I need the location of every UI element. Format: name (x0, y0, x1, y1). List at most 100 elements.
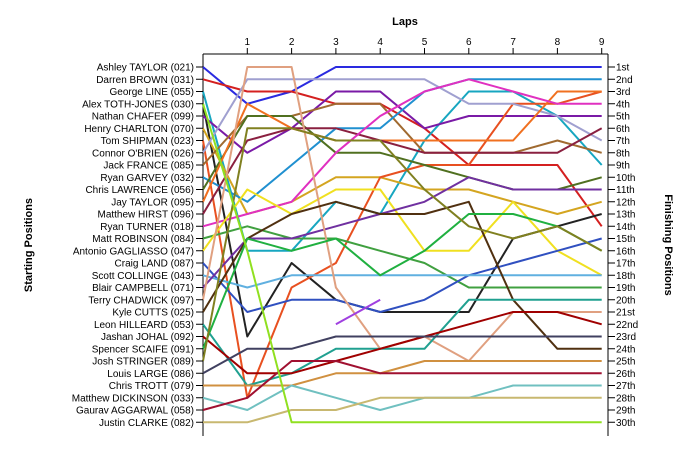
finish-position-label: 29th (616, 406, 635, 417)
driver-label: Josh STRINGER (089) (92, 357, 194, 368)
series-line (202, 311, 602, 375)
driver-label: Chris TROTT (079) (109, 381, 194, 392)
finish-position-label: 9th (616, 161, 630, 172)
lap-tick-label: 6 (466, 37, 472, 48)
series-line (202, 360, 602, 411)
series-line (202, 225, 602, 289)
lap-tick-label: 7 (510, 37, 516, 48)
series-line (202, 213, 603, 350)
finish-position-label: 16th (616, 246, 635, 257)
driver-label: Jack FRANCE (085) (103, 161, 194, 172)
series-line (203, 360, 602, 387)
series-line (202, 78, 602, 228)
series-line (202, 127, 603, 215)
driver-label: Chris LAWRENCE (056) (85, 185, 194, 196)
lap-tick-label: 9 (599, 37, 605, 48)
series-lines (202, 66, 603, 424)
series-line (202, 103, 602, 424)
series-line (202, 237, 602, 313)
finish-position-label: 21st (616, 308, 635, 319)
finish-position-label: 25th (616, 357, 635, 368)
driver-label: Kyle CUTTS (025) (112, 308, 194, 319)
driver-label: George LINE (055) (110, 87, 195, 98)
right-axis-title: Finishing Positions (662, 194, 674, 295)
finish-position-label: 14th (616, 222, 635, 233)
series-line (202, 200, 602, 350)
driver-label: Blair CAMPBELL (071) (92, 283, 194, 294)
finish-position-label: 8th (616, 148, 630, 159)
series-line (202, 176, 602, 289)
driver-label: Matthew DICKINSON (033) (72, 393, 194, 404)
finish-position-label: 1st (616, 63, 630, 74)
driver-label: Tom SHIPMAN (023) (101, 136, 194, 147)
lap-tick-label: 5 (422, 37, 428, 48)
driver-label: Ashley TAYLOR (021) (97, 63, 194, 74)
finish-position-label: 22nd (616, 320, 638, 331)
finish-position-label: 7th (616, 136, 630, 147)
series-line (202, 384, 602, 411)
driver-label: Scott COLLINGE (043) (92, 271, 194, 282)
series-line (203, 396, 602, 424)
series-line (202, 78, 603, 154)
lap-ticks: 1 2 3 4 5 6 7 8 9 (245, 37, 605, 54)
series-line (202, 90, 602, 154)
driver-label: Matthew HIRST (096) (97, 210, 194, 221)
driver-label: Connor O'BRIEN (026) (92, 148, 194, 159)
finish-position-label: 15th (616, 234, 635, 245)
series-line (202, 188, 603, 277)
finish-position-label: 27th (616, 381, 635, 392)
driver-label: Ryan TURNER (018) (100, 222, 194, 233)
driver-label: Jay TAYLOR (095) (111, 197, 194, 208)
finish-position-label: 17th (616, 259, 635, 270)
finish-position-label: 5th (616, 112, 630, 123)
finish-position-label: 23rd (616, 332, 636, 343)
finish-position-label: 30th (616, 418, 635, 429)
series-line (202, 274, 602, 289)
driver-label: Spencer SCAIFE (091) (92, 344, 194, 355)
driver-label: Craig LAND (087) (115, 259, 194, 270)
finish-position-label: 20th (616, 295, 635, 306)
finish-position-label: 6th (616, 124, 630, 135)
driver-label: Gaurav AGGARWAL (058) (76, 406, 194, 417)
series-line (335, 298, 381, 326)
series-line (202, 90, 602, 399)
series-line (202, 127, 603, 362)
finish-position-label: 28th (616, 393, 635, 404)
driver-label: Matt ROBINSON (084) (92, 234, 194, 245)
top-axis-title: Laps (392, 16, 418, 28)
series-line (202, 78, 603, 227)
finish-position-label: 10th (616, 173, 635, 184)
finish-position-label: 4th (616, 99, 630, 110)
lap-tick-label: 3 (333, 37, 339, 48)
series-line (202, 66, 602, 105)
finish-position-label: 19th (616, 283, 635, 294)
series-line (202, 90, 602, 203)
lap-tick-label: 1 (245, 37, 251, 48)
finish-position-label: 26th (616, 369, 635, 380)
finish-position-label: 2nd (616, 75, 633, 86)
finish-position-label: 13th (616, 210, 635, 221)
finish-position-label: 24th (616, 344, 635, 355)
driver-label: Henry CHARLTON (070) (84, 124, 194, 135)
finish-position-label: 3rd (616, 87, 630, 98)
driver-label: Ryan GARVEY (032) (100, 173, 194, 184)
series-line (202, 335, 602, 375)
driver-label: Nathan CHAFER (099) (92, 112, 194, 123)
driver-label: Alex TOTH-JONES (030) (82, 99, 194, 110)
finish-position-label: 12th (616, 197, 635, 208)
driver-label: Antonio GAGLIASSO (047) (73, 246, 194, 257)
lap-tick-label: 8 (555, 37, 561, 48)
lap-tick-label: 2 (289, 37, 295, 48)
finish-position-label: 18th (616, 271, 635, 282)
driver-label: Terry CHADWICK (097) (88, 295, 194, 306)
driver-label: Justin CLARKE (082) (99, 418, 194, 429)
series-line (202, 78, 602, 203)
finish-position-label: 11th (616, 185, 635, 196)
driver-label: Jashan JOHAL (092) (101, 332, 194, 343)
lap-tick-label: 4 (377, 37, 383, 48)
driver-label: Louis LARGE (086) (107, 369, 194, 380)
driver-label: Darren BROWN (031) (96, 75, 194, 86)
